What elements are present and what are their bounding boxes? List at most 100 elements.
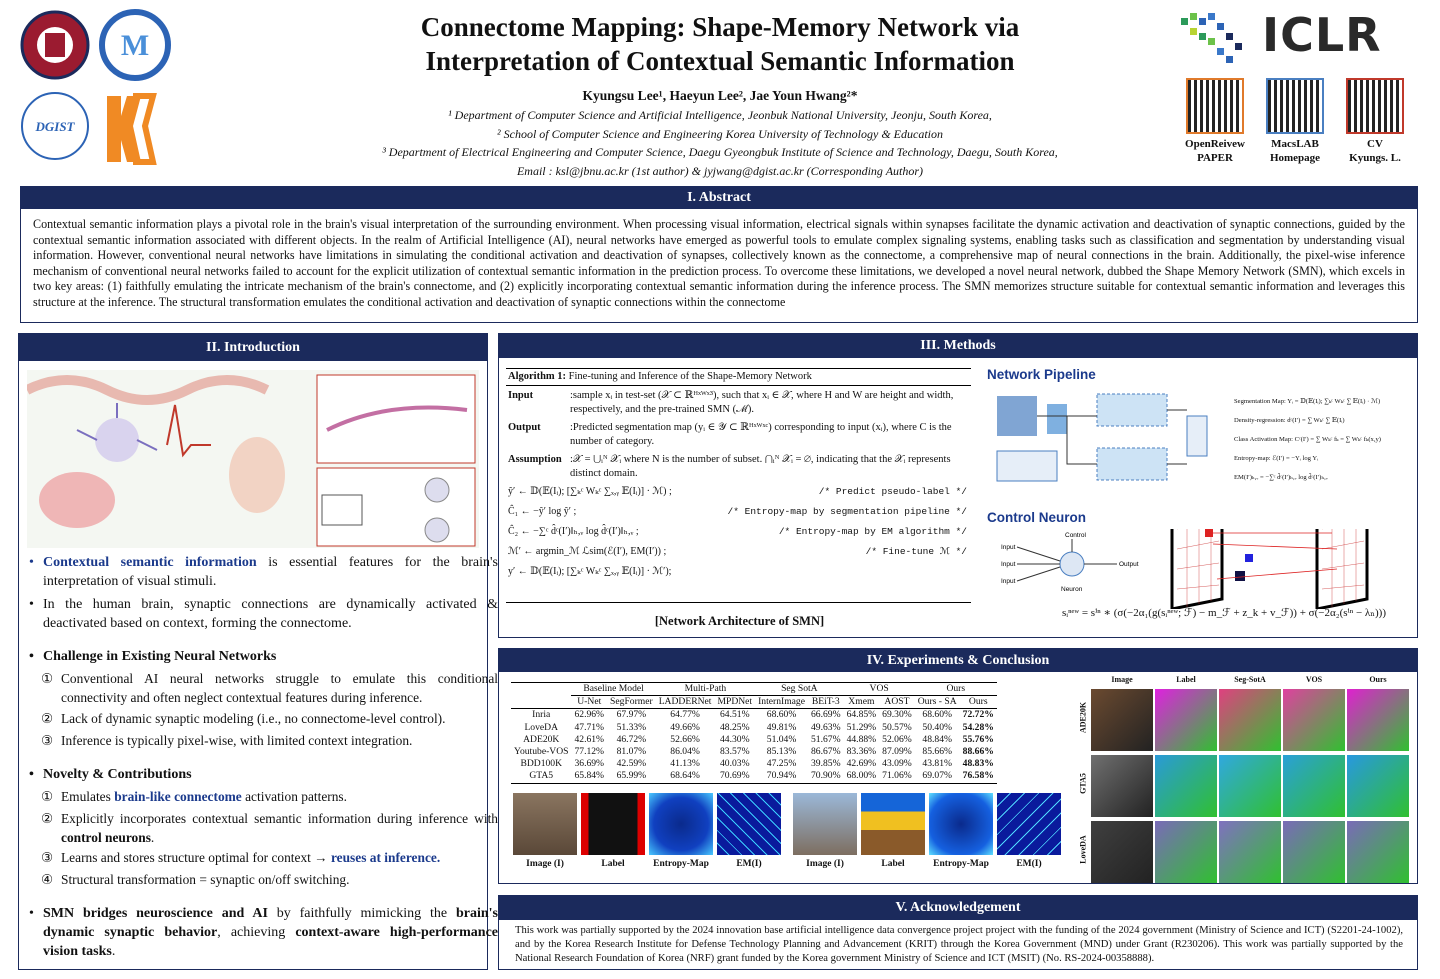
- table-cell: 68.60%: [922, 709, 952, 721]
- grid-column-label: Seg-SotA: [1234, 675, 1266, 684]
- title-line: Connectome Mapping: Shape-Memory Network…: [420, 12, 1020, 42]
- authors: Kyungsu Lee¹, Haeyun Lee², Jae Youn Hwan…: [582, 88, 858, 103]
- acknowledgement-text: This work was partially supported by the…: [515, 925, 1403, 964]
- text: .: [150, 830, 155, 845]
- field-text: :sample xᵢ in test-set (𝒳 ⊂ ℝᴴˣᵂˣ³), suc…: [570, 390, 954, 415]
- table-cell: 42.59%: [616, 758, 647, 770]
- table-cell: 69.07%: [922, 770, 952, 782]
- highlight: Contextual semantic information: [43, 555, 257, 570]
- field-text: :𝒳 = ⋃ᵢᴺ 𝒳ᵢ where N is the number of sub…: [570, 454, 951, 479]
- image-tile: [649, 793, 713, 855]
- subheading: Novelty & Contributions: [43, 767, 192, 782]
- step-equation: y′ ← 𝔻(𝔼(Iᵢ); [∑ₖᶜ Wₖᶜ ∑ₓ,ᵧ 𝔼(Iᵢ)] · ℳ′)…: [508, 566, 672, 577]
- text: .: [111, 944, 116, 959]
- qr-code[interactable]: [1266, 78, 1324, 134]
- grid-column-label: Label: [1176, 675, 1196, 684]
- image-caption: Entropy-Map: [653, 859, 709, 869]
- field-text: :Predicted segmentation map (yᵢ ∈ 𝒴 ⊂ ℝᴴ…: [570, 422, 952, 447]
- table-row: Inria 62.96% 67.97% 64.77% 64.51% 68.60% 66.69…: [511, 709, 997, 722]
- image-tile: [861, 793, 925, 855]
- diagram-label: Input: [1001, 561, 1016, 568]
- table-corner: [511, 696, 571, 709]
- table-cell: 70.90%: [811, 770, 841, 782]
- text: activation patterns.: [241, 789, 347, 804]
- table-cell: 70.69%: [719, 770, 750, 782]
- list-item: ③ Learns and stores structure optimal for…: [41, 848, 498, 867]
- table-cell: 77.12%: [574, 746, 605, 758]
- qualitative-grid: Image Label Seg-SotA VOS Ours ADE20K GTA5 LoveD…: [1077, 675, 1413, 883]
- grid-image: [1091, 755, 1153, 817]
- entropy-figure: Image (I) Label Entropy-Map EM(I): [513, 793, 783, 878]
- grid-image: [1283, 821, 1345, 883]
- table-cell: 87.09%: [882, 746, 912, 758]
- grid-image: [1347, 821, 1409, 883]
- image-caption: Label: [881, 859, 905, 869]
- list-item: ② Lack of dynamic synaptic modeling (i.e.…: [41, 709, 498, 728]
- bullet: • SMN bridges neuroscience and AI by fait…: [29, 906, 499, 959]
- image-caption: EM(I): [1016, 859, 1042, 869]
- grid-image: [1091, 821, 1153, 883]
- table-cell: 83.57%: [719, 746, 750, 758]
- figure-caption: [Network Architecture of SMN]: [654, 614, 825, 628]
- qr-label-line: MacsLAB: [1271, 138, 1319, 150]
- text: Inference is typically pixel-wise, with …: [61, 733, 413, 748]
- affiliation: ¹ Department of Computer Science and Art…: [448, 108, 992, 122]
- image-caption: Entropy-Map: [933, 859, 989, 869]
- section-heading: III. Methods: [499, 334, 1417, 358]
- step-comment: /* Fine-tune ℳ */: [865, 546, 967, 557]
- pipeline-equations: Segmentation Map: Yᵢ = 𝔻(𝔼(Iᵢ); ∑ₖᶜ Wₖᶜ …: [1234, 392, 1414, 487]
- table-dataset: Inria: [532, 709, 551, 721]
- methods-panel: III. Methods Algorithm 1: Fine-tuning an…: [498, 333, 1418, 638]
- qr-code[interactable]: [1346, 78, 1404, 134]
- table-cell: 44.30%: [719, 733, 750, 745]
- step-equation: ℳ′ ← argmin_ℳ ℒsim(ℰ(I′), EM(I′)) ;: [508, 546, 667, 557]
- table-cell: 47.71%: [574, 721, 605, 733]
- table-dataset: GTA5: [529, 770, 554, 782]
- item-number: ①: [41, 671, 54, 686]
- item-number: ①: [41, 789, 54, 804]
- table-cell: 47.25%: [766, 758, 797, 770]
- table-cell: 51.29%: [846, 721, 877, 733]
- table-cell: 62.96%: [574, 709, 605, 721]
- list-item: ② Explicitly incorporates contextual sema…: [41, 809, 498, 847]
- field-label: Input: [508, 390, 534, 401]
- control-neuron-diagram: Input Input Input Control Neuron Output: [1001, 529, 1369, 609]
- text: Lack of dynamic synaptic modeling (i.e.,…: [61, 711, 446, 726]
- affiliation: ³ Department of Electrical Engineering a…: [382, 145, 1058, 159]
- equation: sᵢⁿᵉʷ = sⁱⁿ ∗ (σ(−2α₁(g(sᵢⁿᵉʷ; ℱ) − m_ℱ …: [1062, 607, 1386, 619]
- subheading: Control Neuron: [987, 510, 1086, 525]
- image-caption: EM(I): [736, 859, 762, 869]
- item-number: ③: [41, 733, 54, 748]
- image-caption: Image (I): [526, 859, 564, 869]
- qr-label-line: OpenReivew: [1185, 138, 1245, 150]
- table-cell: 66.69%: [811, 709, 841, 721]
- table-model: Ours: [968, 696, 988, 708]
- table-cell: 68.64%: [670, 770, 700, 782]
- table-dataset: ADE20K: [523, 733, 560, 745]
- algorithm-step: ŷ′ ← 𝔻(𝔼(Iᵢ); [∑ₖᶜ Wₖᶜ ∑ₓ,ᵧ 𝔼(Iᵢ)] · ℳ) …: [508, 485, 967, 499]
- highlight: control neurons: [61, 830, 151, 845]
- table-cell: 48.25%: [719, 721, 750, 733]
- text: Learns and stores structure optimal for …: [61, 850, 331, 865]
- step-equation: Ĉ₂ ← −∑ᶜ d̂ᶜ(I′)‖ₕ,ᵥ log d̂ᶜ(I′)‖ₕ,ᵥ ;: [508, 526, 639, 537]
- grid-row-label: GTA5: [1078, 773, 1088, 794]
- table-cell: 42.69%: [846, 758, 877, 770]
- qr-code[interactable]: [1186, 78, 1244, 134]
- table-row: LoveDA 47.71% 51.33% 49.66% 48.25% 49.81% 49.6…: [511, 722, 997, 734]
- item-number: ④: [41, 872, 54, 887]
- table-cell: 85.13%: [766, 746, 797, 758]
- algorithm-field: Input :sample xᵢ in test-set (𝒳 ⊂ ℝᴴˣᵂˣ³)…: [508, 389, 969, 417]
- pipeline-equation: Entropy-map: ℰ(I′) = −Yᵢ log Yᵢ: [1234, 455, 1319, 462]
- image-tile: [513, 793, 577, 855]
- table-cell: 41.13%: [670, 758, 700, 770]
- list-item: ④ Structural transformation = synaptic on…: [41, 870, 498, 889]
- table-cell: 88.66%: [962, 746, 994, 758]
- table-cell: 50.40%: [922, 721, 952, 733]
- section-heading: II. Introduction: [19, 334, 487, 361]
- table-cell: 55.76%: [962, 733, 994, 745]
- grid-image: [1155, 689, 1217, 751]
- email: Email : ksl@jbnu.ac.kr (1st author) & jy…: [516, 163, 924, 178]
- iclr-mark: [1181, 13, 1242, 63]
- highlight: brain-like connectome: [114, 789, 242, 804]
- grid-column-label: VOS: [1305, 675, 1323, 684]
